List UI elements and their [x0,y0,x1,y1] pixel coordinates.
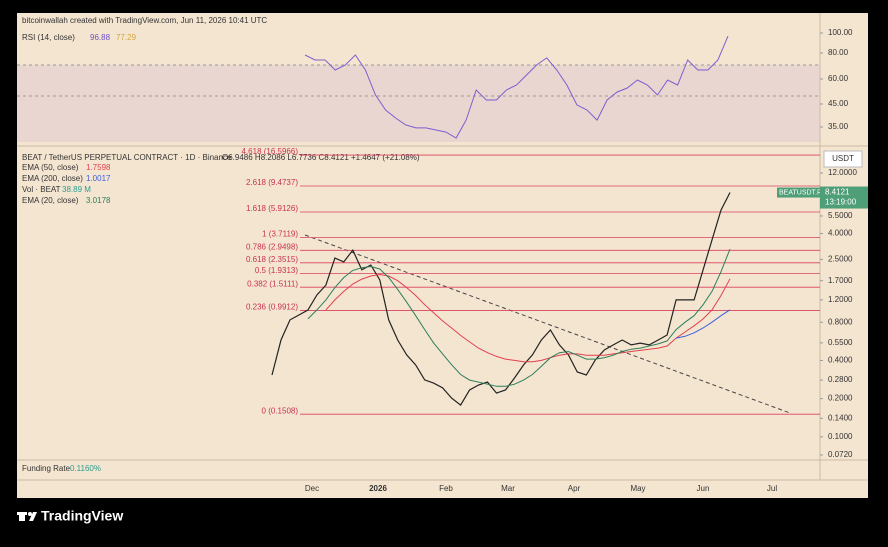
rsi-tick-label: 60.00 [828,74,849,83]
rsi-ma: 77.29 [116,33,137,42]
x-tick-label: Jul [767,484,777,493]
tag-symbol: BEATUSDT.P [779,189,822,196]
rsi-value: 96.88 [90,33,111,42]
caption: bitcoinwallah created with TradingView.c… [22,16,267,25]
y-tick-label: 0.1000 [828,432,853,441]
rsi-band [17,65,820,142]
fib-label: 0.382 (1.5111) [247,279,298,288]
price-line [271,192,731,406]
tag-symbol-box [777,187,820,198]
y-tick-label: 1.2000 [828,295,853,304]
currency: USDT [832,154,854,163]
logo [17,512,37,521]
fib-label: 0.618 (2.3515) [246,255,298,264]
y-tick-label: 0.0720 [828,450,853,459]
x-tick-label: May [630,484,645,493]
fib-label: 0 (0.1508) [262,406,299,415]
y-tick-label: 12.0000 [828,168,857,177]
y-tick-label: 0.2000 [828,394,853,403]
vol-name: Vol · BEAT [22,185,61,194]
legend-value: 3.0178 [86,196,111,205]
y-tick-label: 0.4000 [828,356,853,365]
x-tick-label: Dec [305,484,319,493]
fib-label: 0.236 (0.9912) [246,303,298,312]
fib-label: 1.618 (5.9126) [246,204,298,213]
fib-label: 0.786 (2.9498) [246,242,298,251]
rsi-line [304,35,729,139]
funding-value: 0.1160% [70,464,101,473]
rsi-tick-label: 100.00 [828,28,853,37]
ohlc: O6.9486 H8.2086 L6.7736 C8.4121 +1.4647 … [222,153,420,162]
brand: TradingView [41,508,123,524]
x-tick-label: Jun [697,484,710,493]
legend-value: 1.7598 [86,163,111,172]
y-tick-label: 0.5500 [828,338,853,347]
y-tick-label: 0.8000 [828,317,853,326]
rsi-tick-label: 45.00 [828,99,849,108]
rsi-tick-label: 35.00 [828,122,849,131]
x-tick-label: Apr [568,484,581,493]
legend-name: EMA (20, close) [22,196,79,205]
y-tick-label: 0.1400 [828,413,853,422]
x-tick-label: 2026 [369,484,387,493]
y-tick-label: 2.5000 [828,255,853,264]
legend-value: 1.0017 [86,174,111,183]
rsi-tick-label: 80.00 [828,48,849,57]
y-tick-label: 1.7000 [828,276,853,285]
fib-label: 2.618 (9.4737) [246,178,298,187]
y-tick-label: 4.0000 [828,229,853,238]
x-tick-label: Feb [439,484,453,493]
x-tick-label: Mar [501,484,515,493]
currency-box[interactable] [823,150,863,168]
vol-value: 38.89 M [62,185,91,194]
price-line [325,273,731,363]
tag-price-box [820,186,868,209]
trendline [304,234,791,414]
tag-countdown: 13:19:00 [825,198,857,207]
title: BEAT / TetherUS PERPETUAL CONTRACT · 1D … [22,153,232,162]
price-line [307,248,731,387]
legend-name: EMA (200, close) [22,174,83,183]
y-tick-label: 5.5000 [828,211,853,220]
fib-label: 0.5 (1.9313) [255,266,298,275]
funding-name: Funding Rate [22,464,71,473]
y-tick-label: 0.2800 [828,375,853,384]
rsi-name: RSI (14, close) [22,33,75,42]
legend-name: EMA (50, close) [22,163,79,172]
tag-price: 8.4121 [825,188,850,197]
fib-label: 4.618 (16.5966) [242,147,299,156]
price-line [676,309,731,339]
fib-label: 1 (3.7119) [262,230,298,239]
